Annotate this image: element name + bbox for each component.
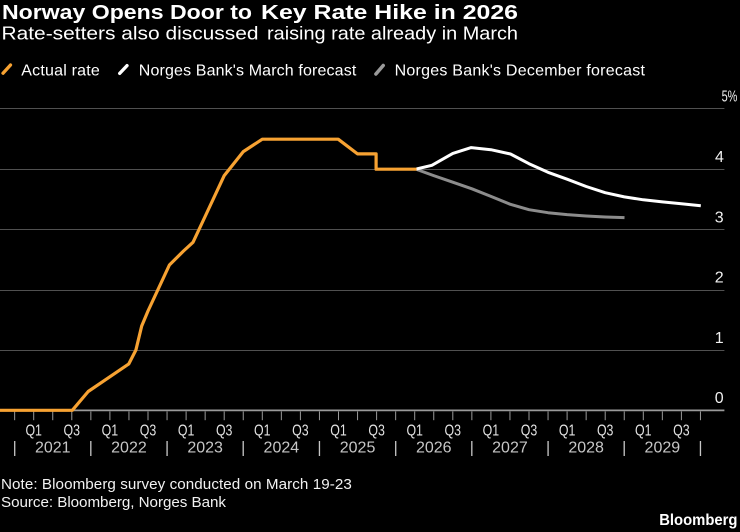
svg-text:Q1: Q1	[483, 422, 500, 439]
svg-text:2029: 2029	[645, 440, 681, 457]
svg-text:Q1: Q1	[254, 422, 271, 439]
svg-text:Q3: Q3	[64, 422, 81, 439]
svg-text:1: 1	[715, 330, 724, 347]
svg-text:0: 0	[715, 390, 724, 407]
svg-text:Source: Bloomberg, Norges Bank: Source: Bloomberg, Norges Bank	[1, 494, 226, 511]
svg-text:3: 3	[715, 209, 724, 226]
svg-text:2028: 2028	[568, 440, 604, 457]
svg-text:Q3: Q3	[597, 422, 614, 439]
svg-text:Q3: Q3	[368, 422, 385, 439]
svg-text:|: |	[394, 440, 398, 457]
svg-text:Note: Bloomberg survey conduct: Note: Bloomberg survey conducted on Marc…	[1, 476, 352, 493]
svg-text:Q3: Q3	[521, 422, 538, 439]
svg-text:|: |	[622, 440, 626, 457]
svg-text:2024: 2024	[264, 440, 300, 457]
svg-text:2026: 2026	[416, 440, 452, 457]
svg-text:2023: 2023	[187, 440, 223, 457]
svg-text:5%: 5%	[722, 89, 738, 106]
svg-text:Q3: Q3	[216, 422, 233, 439]
svg-text:|: |	[317, 440, 321, 457]
svg-text:2: 2	[715, 270, 724, 287]
svg-text:4: 4	[715, 149, 724, 166]
svg-text:2022: 2022	[111, 440, 147, 457]
svg-text:Rate-setters also discussed: Rate-setters also discussed	[2, 24, 259, 44]
svg-text:|: |	[470, 440, 474, 457]
svg-text:|: |	[89, 440, 93, 457]
svg-text:Q3: Q3	[673, 422, 690, 439]
svg-text:2025: 2025	[340, 440, 376, 457]
svg-text:Q1: Q1	[102, 422, 119, 439]
svg-text:|: |	[698, 440, 702, 457]
svg-text:Q3: Q3	[292, 422, 309, 439]
svg-text:2027: 2027	[492, 440, 528, 457]
svg-text:Q1: Q1	[635, 422, 652, 439]
svg-text:Norway Opens Door to: Norway Opens Door to	[2, 2, 252, 24]
svg-text:|: |	[546, 440, 550, 457]
svg-text:|: |	[13, 440, 17, 457]
svg-text:|: |	[165, 440, 169, 457]
svg-text:raising rate already in March: raising rate already in March	[267, 24, 518, 44]
svg-text:Q1: Q1	[25, 422, 42, 439]
svg-text:Norges Bank's March forecast: Norges Bank's March forecast	[139, 63, 357, 80]
svg-text:Actual rate: Actual rate	[21, 63, 100, 80]
svg-text:Q1: Q1	[330, 422, 347, 439]
svg-text:Norges Bank's December forecas: Norges Bank's December forecast	[395, 63, 646, 80]
svg-text:|: |	[241, 440, 245, 457]
svg-text:Q1: Q1	[406, 422, 423, 439]
svg-text:Q1: Q1	[559, 422, 576, 439]
svg-text:Key Rate Hike in 2026: Key Rate Hike in 2026	[261, 2, 518, 24]
svg-text:2021: 2021	[35, 440, 71, 457]
svg-text:Q3: Q3	[140, 422, 157, 439]
svg-text:Bloomberg: Bloomberg	[659, 512, 737, 529]
svg-text:Q3: Q3	[445, 422, 462, 439]
svg-text:Q1: Q1	[178, 422, 195, 439]
